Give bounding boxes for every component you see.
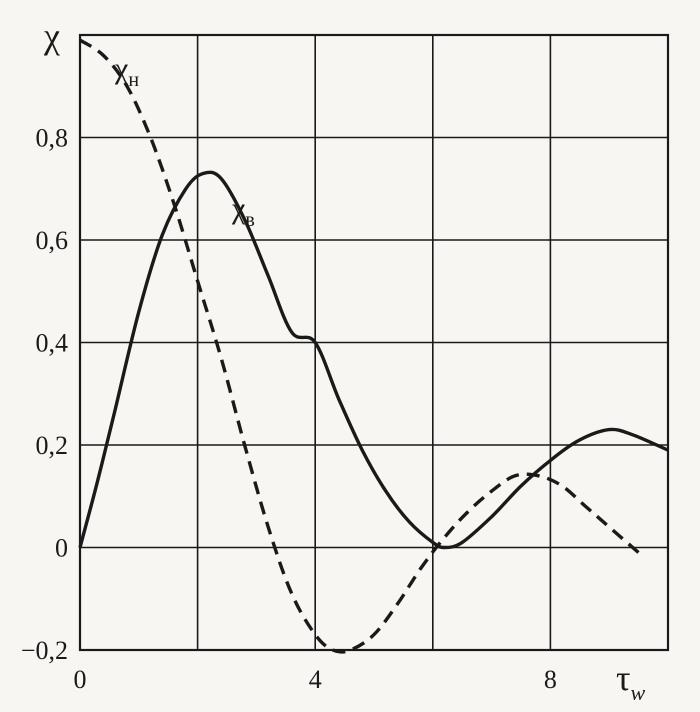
svg-text:χн: χн — [114, 52, 139, 91]
series-layer — [78, 38, 669, 654]
y-tick-label: 0 — [55, 534, 68, 563]
x-tick-label: 8 — [544, 665, 557, 694]
y-tick-label: 0,6 — [36, 226, 69, 255]
svg-text:χв: χв — [231, 192, 255, 231]
x-axis-label: τw — [616, 658, 645, 705]
series-label-lower: χн — [114, 52, 139, 91]
series-line-solid — [78, 170, 669, 550]
series-label-upper-sub: в — [245, 209, 254, 231]
x-axis-label-main: τ — [616, 658, 630, 698]
svg-text:τw: τw — [616, 658, 645, 705]
tick-layer: −0,200,20,40,60,80 4 8 — [21, 124, 557, 695]
series-label-lower-sub: н — [128, 69, 139, 91]
plot-frame — [78, 33, 670, 652]
y-tick-label: 0,4 — [36, 329, 69, 358]
y-axis-label: χ — [43, 16, 60, 56]
series-label-lower-main: χ — [114, 52, 129, 85]
series-label-upper: χв — [231, 192, 255, 231]
x-tick-label: 0 — [74, 665, 87, 694]
y-tick-label: 0,8 — [36, 124, 69, 153]
series-label-upper-main: χ — [231, 192, 246, 225]
x-axis-label-sub: w — [630, 680, 645, 705]
grid-layer — [80, 35, 668, 650]
x-tick-label: 4 — [309, 665, 322, 694]
frame-layer — [78, 33, 670, 652]
y-tick-label: 0,2 — [36, 431, 69, 460]
series-line-dashed — [79, 38, 640, 654]
y-tick-label: −0,2 — [21, 636, 68, 665]
